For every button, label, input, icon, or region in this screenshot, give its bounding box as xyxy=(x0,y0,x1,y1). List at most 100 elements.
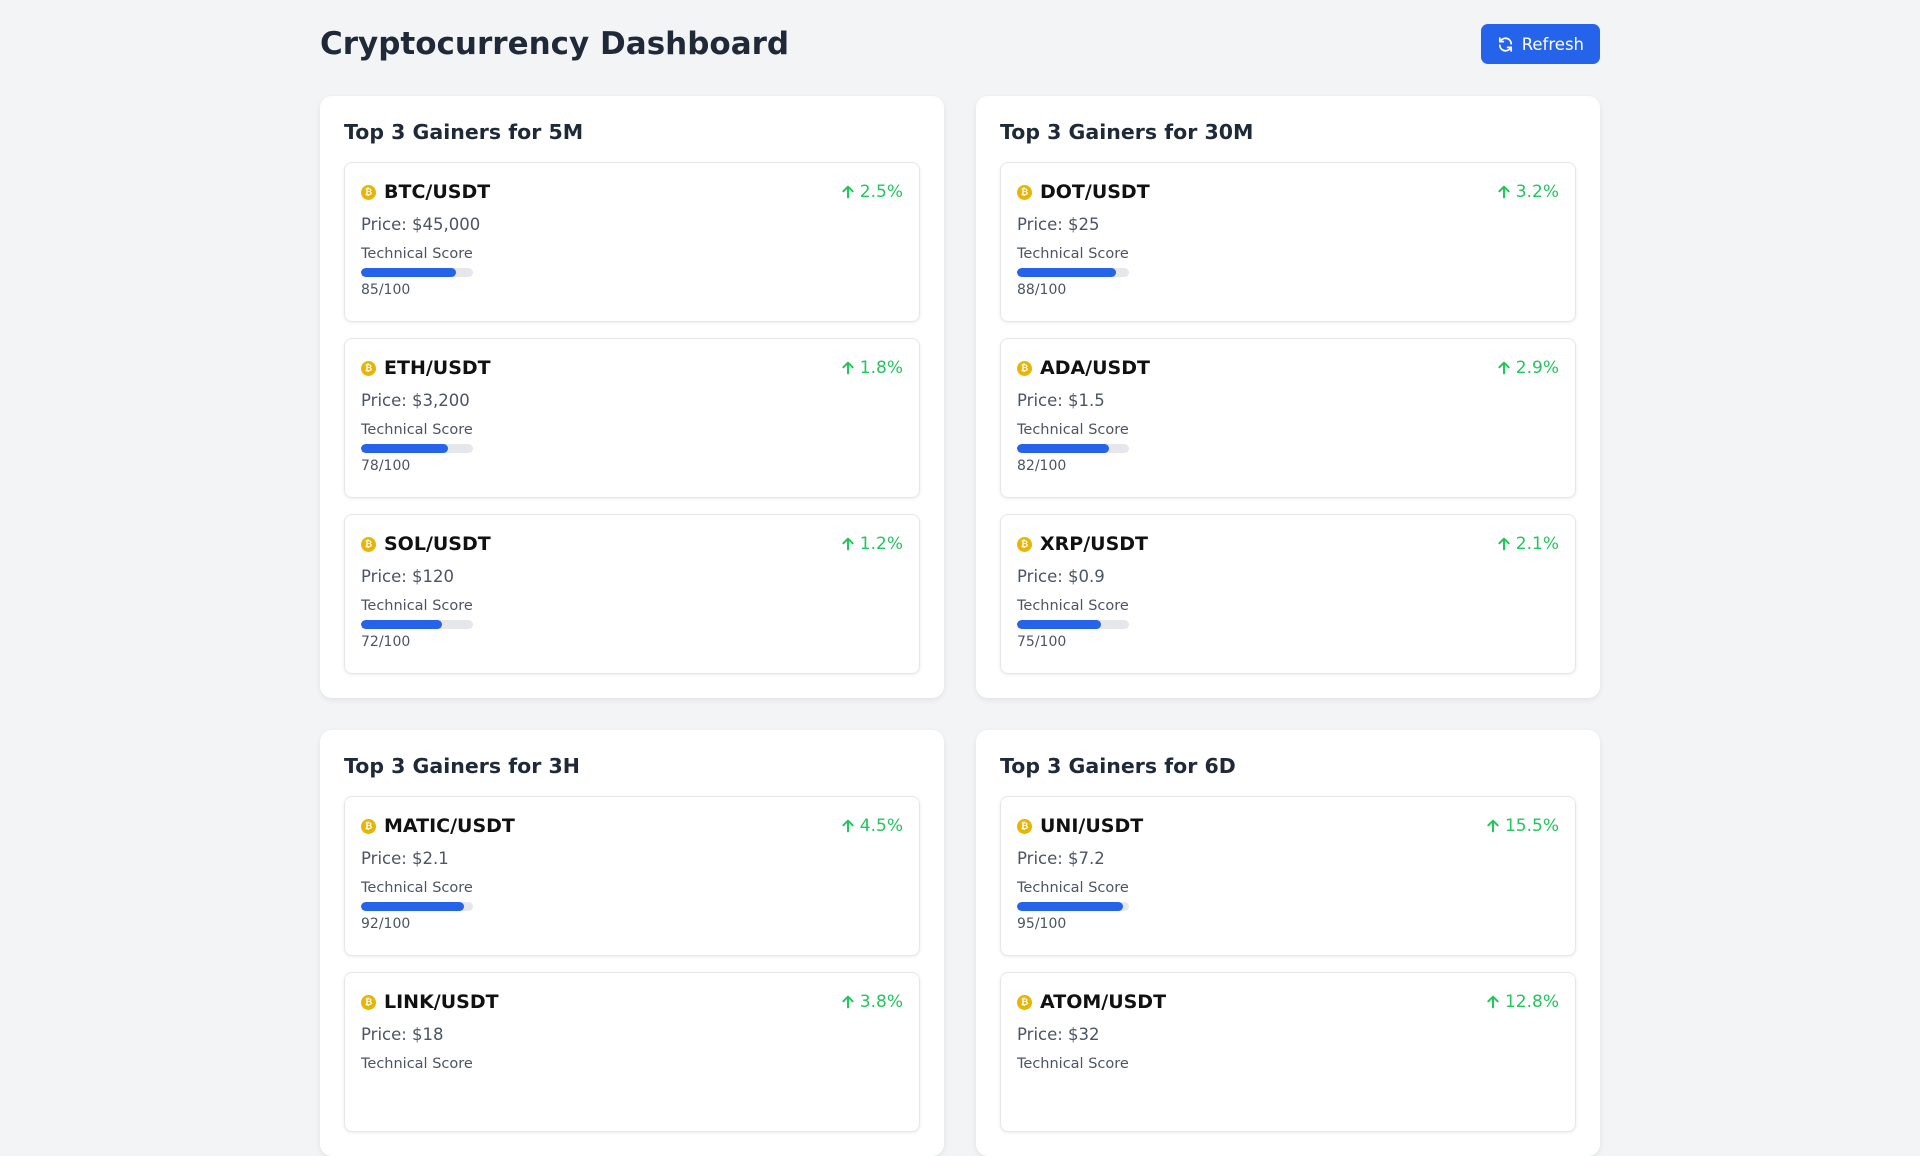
coin-symbol: XRP/USDT xyxy=(1040,533,1148,555)
coin-icon: ₿ xyxy=(361,994,376,1010)
coin-card[interactable]: ₿ XRP/USDT 2.1% Price: $0.9 Technical Sco… xyxy=(1000,514,1576,674)
coin-icon: ₿ xyxy=(361,818,376,834)
coin-card[interactable]: ₿ ATOM/USDT 12.8% Price: $32 Technical Sc… xyxy=(1000,972,1576,1132)
technical-score-label: Technical Score xyxy=(1017,422,1129,438)
coin-card[interactable]: ₿ ETH/USDT 1.8% Price: $3,200 Technical S… xyxy=(344,338,920,498)
panels-grid: Top 3 Gainers for 5M ₿ BTC/USDT 2.5% Pric… xyxy=(320,96,1600,1156)
coin-icon: ₿ xyxy=(1017,994,1032,1010)
refresh-label: Refresh xyxy=(1521,34,1584,54)
technical-score-value: 78/100 xyxy=(361,458,411,474)
arrow-up-icon xyxy=(1498,537,1510,551)
price-change: 4.5% xyxy=(859,816,903,836)
coin-icon: ₿ xyxy=(1017,360,1032,376)
arrow-up-icon xyxy=(842,361,854,375)
arrow-up-icon xyxy=(1498,185,1510,199)
header: Cryptocurrency Dashboard Refresh xyxy=(320,0,1600,88)
coin-price: Price: $45,000 xyxy=(361,215,481,234)
technical-score-value: 72/100 xyxy=(361,634,411,650)
coin-card[interactable]: ₿ BTC/USDT 2.5% Price: $45,000 Technical … xyxy=(344,162,920,322)
coin-symbol: SOL/USDT xyxy=(384,533,491,555)
refresh-icon xyxy=(1498,36,1512,52)
technical-score-fill xyxy=(1017,268,1116,277)
technical-score-label: Technical Score xyxy=(361,598,473,614)
arrow-up-icon xyxy=(1498,361,1510,375)
price-change: 3.2% xyxy=(1515,182,1559,202)
gainers-panel: Top 3 Gainers for 30M ₿ DOT/USDT 3.2% Pri… xyxy=(976,96,1600,698)
technical-score-value: 75/100 xyxy=(1017,634,1067,650)
dashboard: Cryptocurrency Dashboard Refresh Top 3 G… xyxy=(320,0,1600,1156)
coin-symbol: LINK/USDT xyxy=(384,991,499,1013)
coin-icon: ₿ xyxy=(1017,818,1032,834)
panel-title: Top 3 Gainers for 30M xyxy=(1000,120,1254,144)
technical-score-bar xyxy=(1017,620,1129,629)
price-change: 12.8% xyxy=(1504,992,1559,1012)
coin-price: Price: $1.5 xyxy=(1017,391,1105,410)
coin-card[interactable]: ₿ UNI/USDT 15.5% Price: $7.2 Technical Sc… xyxy=(1000,796,1576,956)
coin-card[interactable]: ₿ ADA/USDT 2.9% Price: $1.5 Technical Sco… xyxy=(1000,338,1576,498)
technical-score-fill xyxy=(1017,620,1101,629)
coin-price: Price: $2.1 xyxy=(361,849,449,868)
technical-score-label: Technical Score xyxy=(1017,598,1129,614)
panel-title: Top 3 Gainers for 3H xyxy=(344,754,580,778)
technical-score-value: 85/100 xyxy=(361,282,411,298)
coin-icon: ₿ xyxy=(361,536,376,552)
price-change: 2.5% xyxy=(859,182,903,202)
technical-score-label: Technical Score xyxy=(1017,1056,1129,1072)
coin-icon: ₿ xyxy=(1017,536,1032,552)
technical-score-label: Technical Score xyxy=(1017,246,1129,262)
technical-score-label: Technical Score xyxy=(361,246,473,262)
coin-card[interactable]: ₿ DOT/USDT 3.2% Price: $25 Technical Scor… xyxy=(1000,162,1576,322)
price-change: 2.9% xyxy=(1515,358,1559,378)
coin-card[interactable]: ₿ MATIC/USDT 4.5% Price: $2.1 Technical S… xyxy=(344,796,920,956)
coin-icon: ₿ xyxy=(361,360,376,376)
technical-score-fill xyxy=(361,902,465,911)
technical-score-label: Technical Score xyxy=(361,422,473,438)
price-change: 1.8% xyxy=(859,358,903,378)
coin-symbol: DOT/USDT xyxy=(1040,181,1150,203)
gainers-panel: Top 3 Gainers for 6D ₿ UNI/USDT 15.5% Pri… xyxy=(976,730,1600,1156)
technical-score-value: 95/100 xyxy=(1017,916,1067,932)
arrow-up-icon xyxy=(1487,995,1499,1009)
technical-score-label: Technical Score xyxy=(1017,880,1129,896)
technical-score-label: Technical Score xyxy=(361,880,473,896)
technical-score-fill xyxy=(1017,902,1124,911)
panel-title: Top 3 Gainers for 5M xyxy=(344,120,584,144)
panel-title: Top 3 Gainers for 6D xyxy=(1000,754,1236,778)
coin-icon: ₿ xyxy=(1017,184,1032,200)
coin-symbol: ETH/USDT xyxy=(384,357,491,379)
coin-symbol: UNI/USDT xyxy=(1040,815,1144,837)
coin-price: Price: $18 xyxy=(361,1025,444,1044)
refresh-button[interactable]: Refresh xyxy=(1480,24,1600,64)
technical-score-value: 92/100 xyxy=(361,916,411,932)
coin-price: Price: $32 xyxy=(1017,1025,1100,1044)
coin-price: Price: $120 xyxy=(361,567,455,586)
technical-score-fill xyxy=(361,268,457,277)
coin-price: Price: $3,200 xyxy=(361,391,470,410)
coin-symbol: ADA/USDT xyxy=(1040,357,1150,379)
page-title: Cryptocurrency Dashboard xyxy=(320,26,790,62)
coin-symbol: MATIC/USDT xyxy=(384,815,515,837)
technical-score-bar xyxy=(1017,902,1129,911)
technical-score-bar xyxy=(361,268,473,277)
coin-card[interactable]: ₿ SOL/USDT 1.2% Price: $120 Technical Sco… xyxy=(344,514,920,674)
technical-score-bar xyxy=(361,902,473,911)
gainers-panel: Top 3 Gainers for 3H ₿ MATIC/USDT 4.5% Pr… xyxy=(320,730,944,1156)
technical-score-value: 88/100 xyxy=(1017,282,1067,298)
technical-score-label: Technical Score xyxy=(361,1056,473,1072)
price-change: 15.5% xyxy=(1504,816,1559,836)
price-change: 2.1% xyxy=(1515,534,1559,554)
price-change: 3.8% xyxy=(859,992,903,1012)
technical-score-bar xyxy=(1017,268,1129,277)
technical-score-fill xyxy=(1017,444,1109,453)
coin-symbol: BTC/USDT xyxy=(384,181,491,203)
price-change: 1.2% xyxy=(859,534,903,554)
coin-icon: ₿ xyxy=(361,184,376,200)
technical-score-bar xyxy=(1017,444,1129,453)
coin-price: Price: $25 xyxy=(1017,215,1100,234)
coin-symbol: ATOM/USDT xyxy=(1040,991,1167,1013)
arrow-up-icon xyxy=(1487,819,1499,833)
arrow-up-icon xyxy=(842,995,854,1009)
technical-score-fill xyxy=(361,620,442,629)
arrow-up-icon xyxy=(842,185,854,199)
coin-card[interactable]: ₿ LINK/USDT 3.8% Price: $18 Technical Sco… xyxy=(344,972,920,1132)
